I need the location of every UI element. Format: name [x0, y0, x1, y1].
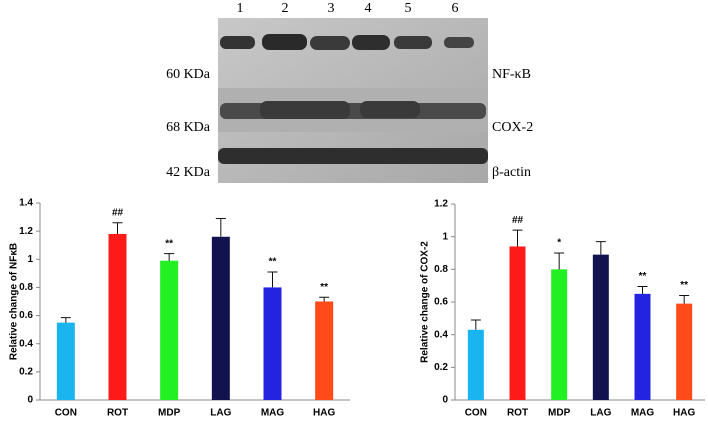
error-bar — [112, 222, 123, 234]
bar — [160, 260, 179, 400]
y-tick-label: 0.8 — [19, 282, 33, 293]
significance-mark: ** — [269, 257, 277, 268]
lane-label: 1 — [237, 1, 244, 16]
lane-label: 4 — [365, 1, 372, 16]
weight-label: 60 KDa — [166, 67, 211, 82]
y-tick-label: 0 — [27, 395, 33, 406]
bar — [551, 269, 568, 400]
x-tick-label: CON — [55, 408, 77, 419]
protein-label: COX-2 — [492, 120, 533, 135]
lane-label: 5 — [405, 1, 412, 16]
x-tick-label: MAG — [261, 408, 285, 419]
x-tick-label: MAG — [631, 408, 655, 419]
x-tick-label: CON — [465, 408, 487, 419]
bar — [676, 303, 693, 400]
bar — [263, 287, 282, 400]
lane-label: 2 — [282, 1, 289, 16]
y-tick-label: 0 — [442, 395, 448, 406]
y-tick-label: 1.2 — [19, 226, 33, 237]
bar — [467, 329, 484, 400]
lane-label: 6 — [452, 1, 459, 16]
error-bar — [512, 229, 523, 247]
error-bar — [60, 317, 71, 323]
bar — [634, 293, 651, 400]
error-bar — [470, 319, 481, 330]
error-bar — [637, 285, 648, 294]
y-tick-label: 1.2 — [434, 199, 448, 210]
x-tick-label: MDP — [548, 408, 571, 419]
y-tick-label: 0.2 — [434, 362, 448, 373]
y-tick-label: 1 — [27, 254, 33, 265]
x-tick-label: MDP — [158, 408, 181, 419]
error-bar — [595, 241, 606, 255]
weight-label: 42 KDa — [166, 165, 211, 180]
protein-label: NF-κB — [492, 67, 531, 82]
x-tick-label: HAG — [673, 408, 695, 419]
error-bar — [554, 252, 565, 270]
x-tick-label: ROT — [507, 408, 528, 419]
blot-image — [218, 18, 488, 183]
y-tick-label: 0.6 — [19, 310, 33, 321]
significance-mark: ** — [680, 280, 688, 291]
weight-label: 68 KDa — [166, 120, 211, 135]
y-tick-label: 0.8 — [434, 264, 448, 275]
bar — [56, 322, 75, 400]
error-bar — [267, 271, 278, 288]
bar — [315, 301, 334, 400]
x-tick-label: LAG — [210, 408, 231, 419]
protein-label: β-actin — [492, 165, 531, 180]
lane-label: 3 — [328, 1, 335, 16]
error-bar — [215, 217, 226, 237]
x-tick-label: LAG — [590, 408, 611, 419]
significance-mark: ## — [512, 215, 524, 226]
bar — [509, 246, 526, 400]
error-bar — [679, 294, 690, 304]
significance-mark: * — [557, 238, 561, 249]
y-tick-label: 0.2 — [19, 366, 33, 377]
y-tick-label: 0.4 — [19, 338, 33, 349]
y-tick-label: 0.4 — [434, 329, 448, 340]
y-tick-label: 1 — [442, 231, 448, 242]
y-tick-label: 0.6 — [434, 297, 448, 308]
bar — [211, 236, 230, 400]
y-tick-label: 1.4 — [19, 198, 33, 209]
error-bar — [164, 253, 175, 261]
x-tick-label: HAG — [313, 408, 335, 419]
significance-mark: ## — [112, 207, 124, 218]
significance-mark: ** — [639, 271, 647, 282]
y-axis-label: Relative change of COX-2 — [420, 241, 431, 363]
bar — [108, 233, 127, 400]
x-tick-label: ROT — [107, 408, 128, 419]
bar — [592, 254, 609, 400]
significance-mark: ** — [320, 282, 328, 293]
y-axis-label: Relative change of NFκB — [9, 243, 20, 360]
error-bar — [319, 296, 330, 302]
significance-mark: ** — [165, 238, 173, 249]
